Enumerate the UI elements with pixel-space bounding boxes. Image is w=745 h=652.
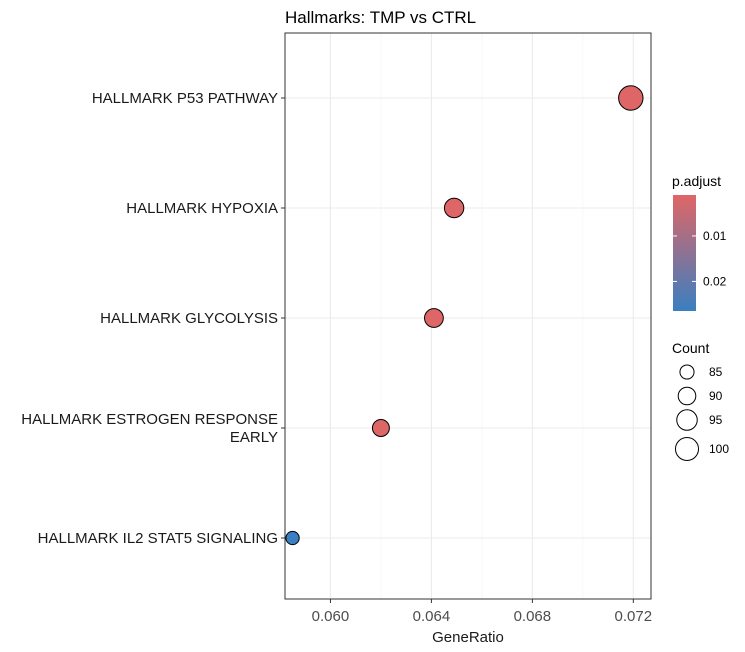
size-legend-circle [679, 364, 695, 380]
color-tick-label: 0.01 [703, 229, 727, 243]
data-point [618, 85, 644, 111]
size-legend-label: 95 [709, 413, 723, 427]
size-legend-label: 85 [709, 365, 723, 379]
size-legend-label: 100 [709, 442, 729, 456]
y-axis-ticks: HALLMARK P53 PATHWAY HALLMARK HYPOXIA HALL… [21, 90, 285, 547]
y-tick-label: HALLMARK ESTROGEN RESPONSE EARLY [21, 411, 278, 446]
x-tick-label: 0.068 [514, 608, 552, 625]
size-legend-circle [674, 436, 700, 462]
y-tick-label: HALLMARK P53 PATHWAY [92, 90, 278, 107]
x-tick-label: 0.064 [413, 608, 451, 625]
size-legend-circle [676, 409, 698, 431]
x-axis-ticks: 0.060 0.064 0.068 0.072 [312, 599, 652, 625]
y-tick-label-line: EARLY [230, 429, 278, 446]
data-point [371, 419, 390, 437]
color-legend-ticks: 0.01 0.02 [673, 229, 727, 288]
chart-title: Hallmarks: TMP vs CTRL [285, 8, 476, 27]
x-tick-label: 0.060 [312, 608, 350, 625]
y-tick-label: HALLMARK GLYCOLYSIS [100, 310, 278, 327]
size-legend: Count 85 90 95 100 [672, 340, 729, 462]
color-legend-title: p.adjust [672, 173, 721, 189]
data-points [285, 85, 644, 546]
color-bar [673, 195, 696, 311]
y-tick-label-line: HALLMARK GLYCOLYSIS [100, 310, 278, 327]
size-legend-entries: 85 90 95 100 [674, 364, 729, 462]
color-legend: p.adjust 0.01 0.02 [672, 173, 727, 311]
x-axis-title: GeneRatio [432, 629, 504, 646]
plot-border [284, 32, 652, 600]
size-legend-title: Count [672, 340, 709, 356]
y-tick-label-line: HALLMARK HYPOXIA [126, 200, 278, 217]
y-tick-label-line: HALLMARK ESTROGEN RESPONSE [21, 411, 278, 428]
plot-panel [284, 32, 652, 600]
y-tick-label: HALLMARK HYPOXIA [126, 200, 278, 217]
color-tick-label: 0.02 [703, 274, 727, 288]
plot-background [285, 33, 651, 599]
data-point [285, 530, 300, 546]
y-tick-label-line: HALLMARK P53 PATHWAY [92, 90, 278, 107]
data-point [443, 197, 465, 219]
size-legend-circle [677, 386, 697, 406]
x-tick-label: 0.072 [615, 608, 653, 625]
size-legend-label: 90 [709, 389, 723, 403]
y-tick-label: HALLMARK IL2 STAT5 SIGNALING [38, 530, 278, 547]
y-tick-label-line: HALLMARK IL2 STAT5 SIGNALING [38, 530, 278, 547]
data-point [424, 308, 444, 328]
